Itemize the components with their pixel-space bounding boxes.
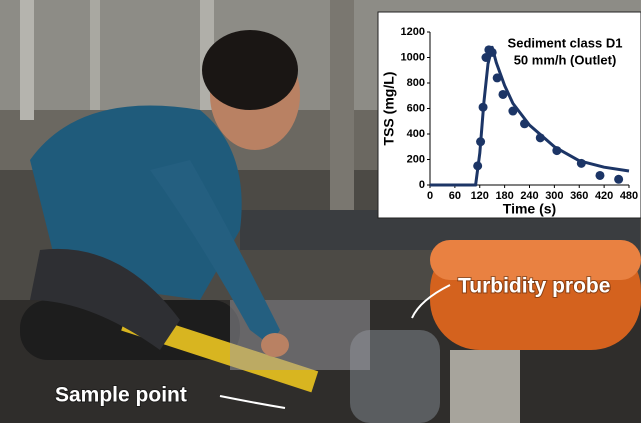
x-axis-label: Time (s) bbox=[503, 201, 556, 217]
y-tick-label: 1000 bbox=[401, 51, 425, 63]
annotation-label: Sample point bbox=[55, 384, 187, 407]
y-tick-label: 0 bbox=[419, 179, 425, 191]
photo-labels: Turbidity probe Sample point bbox=[54, 274, 611, 409]
data-point bbox=[535, 133, 545, 143]
data-point bbox=[508, 106, 518, 116]
x-tick-label: 180 bbox=[495, 190, 513, 202]
data-point bbox=[478, 102, 488, 112]
x-tick-label: 360 bbox=[570, 190, 588, 202]
data-point bbox=[614, 174, 624, 184]
y-tick-label: 1200 bbox=[401, 26, 425, 38]
data-line bbox=[430, 45, 630, 187]
x-tick-label: 480 bbox=[620, 190, 638, 202]
data-point bbox=[481, 53, 491, 62]
chart-title: Sediment class D1 bbox=[508, 35, 623, 50]
data-point bbox=[498, 89, 508, 99]
y-tick-label: 200 bbox=[407, 153, 425, 165]
x-tick-label: 120 bbox=[471, 190, 489, 202]
x-tick-label: 60 bbox=[449, 190, 461, 202]
annotation-arrow bbox=[411, 284, 451, 319]
annotation-arrow bbox=[219, 395, 286, 409]
data-point bbox=[520, 119, 530, 129]
y-axis-label: TSS (mg/L) bbox=[381, 72, 397, 146]
data-point bbox=[487, 47, 497, 57]
y-tick-label: 400 bbox=[407, 128, 425, 140]
y-tick-label: 800 bbox=[407, 77, 425, 89]
chart-title: 50 mm/h (Outlet) bbox=[514, 52, 617, 67]
x-tick-label: 0 bbox=[427, 190, 433, 202]
x-tick-label: 420 bbox=[595, 190, 613, 202]
data-point bbox=[492, 73, 502, 83]
data-point bbox=[595, 170, 605, 180]
annotation-label: Turbidity probe bbox=[458, 275, 610, 298]
y-tick-label: 600 bbox=[407, 102, 425, 114]
data-point bbox=[576, 158, 586, 168]
data-point bbox=[473, 161, 483, 171]
data-point bbox=[552, 146, 562, 156]
x-tick-label: 300 bbox=[545, 190, 563, 202]
data-point bbox=[476, 137, 486, 147]
inset-background bbox=[377, 11, 641, 219]
x-tick-label: 240 bbox=[520, 190, 538, 202]
chart: 0 200 400 600 800 1000 1200 0 60 120 180 240 300 360 4… bbox=[381, 26, 638, 217]
